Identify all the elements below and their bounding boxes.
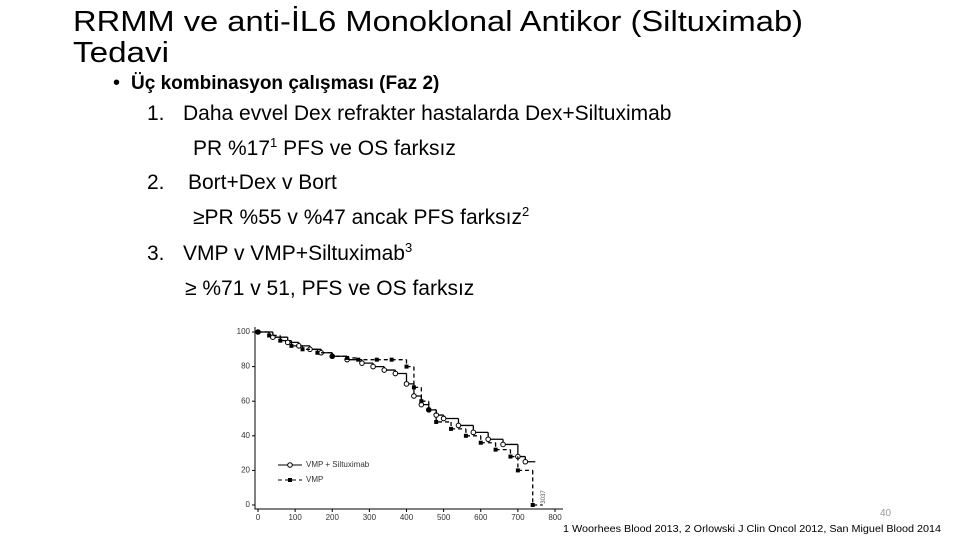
marker-circle xyxy=(381,367,388,373)
x-tick-label: 200 xyxy=(326,513,340,522)
slide-title: Tedavi xyxy=(73,37,169,69)
km-step xyxy=(450,421,466,430)
marker-circle xyxy=(500,441,506,448)
x-tick-label: 800 xyxy=(548,513,562,522)
x-tick-label: 400 xyxy=(400,513,414,522)
x-tick-label: 300 xyxy=(363,513,377,522)
marker-square xyxy=(434,419,439,424)
km-step xyxy=(517,456,533,472)
page-number: 40 xyxy=(880,508,892,519)
km-step xyxy=(279,335,292,342)
legend-label: VMP + Siltuximab xyxy=(306,460,370,469)
item-text: ≥ %71 v 51, PFS ve OS farksız xyxy=(185,277,474,300)
km-step xyxy=(290,340,303,347)
marker-square xyxy=(404,364,409,369)
marker-circle xyxy=(522,458,529,465)
km-step xyxy=(509,449,518,458)
item-number: 2. xyxy=(147,171,165,194)
y-tick-label: 80 xyxy=(241,362,250,371)
marker-square xyxy=(356,357,361,362)
item-text: PFS ve OS farksız xyxy=(277,137,456,160)
y-tick-label: 40 xyxy=(241,431,250,440)
marker-square xyxy=(426,407,431,412)
y-tick-label: 100 xyxy=(237,327,251,336)
marker-square xyxy=(478,440,483,445)
item-text: ≥PR %55 v %47 ancak PFS farksız xyxy=(193,206,522,229)
legend-marker xyxy=(287,462,293,468)
marker-square xyxy=(289,343,294,348)
superscript: 1 xyxy=(270,135,277,150)
x-tick-label: 700 xyxy=(511,513,525,522)
legend-label: VMP xyxy=(306,475,323,484)
bullet-text: Üç kombinasyon çalışması (Faz 2) xyxy=(131,73,439,94)
legend-marker xyxy=(288,478,292,482)
marker-circle xyxy=(440,415,447,422)
marker-square xyxy=(508,454,513,459)
marker-square xyxy=(449,426,454,431)
item-line: ≥ %71 v 51, PFS ve OS farksız xyxy=(185,277,474,300)
km-step xyxy=(480,435,496,444)
marker-square xyxy=(315,350,320,355)
marker-square xyxy=(463,433,468,438)
slide-title: RRMM ve anti-İL6 Monoklonal Antikor (Sil… xyxy=(73,5,803,38)
marker-square xyxy=(389,357,394,362)
y-tick-label: 20 xyxy=(241,466,250,475)
marker-square xyxy=(530,503,535,507)
item-number: 3. xyxy=(147,242,165,265)
item-line: VMP v VMP+Siltuximab3 xyxy=(183,240,412,265)
marker-square xyxy=(345,355,350,360)
marker-square xyxy=(515,468,520,473)
figure-id: 3037 xyxy=(541,490,547,504)
marker-circle xyxy=(455,422,462,429)
marker-square xyxy=(300,347,305,352)
superscript: 2 xyxy=(522,204,529,219)
marker-circle xyxy=(370,363,376,370)
km-step xyxy=(435,409,452,423)
item-line: PR %171 PFS ve OS farksız xyxy=(193,135,456,160)
x-tick-label: 0 xyxy=(256,513,261,522)
x-tick-label: 100 xyxy=(288,513,302,522)
marker-circle xyxy=(470,429,477,436)
marker-circle xyxy=(411,393,417,399)
item-text: PR %17 xyxy=(193,137,270,160)
marker-square xyxy=(256,330,260,334)
marker-circle xyxy=(284,339,291,346)
marker-circle xyxy=(403,381,410,387)
marker-square xyxy=(278,338,283,343)
bullet-dot: • xyxy=(113,72,120,94)
x-tick-label: 500 xyxy=(437,513,451,522)
superscript: 3 xyxy=(405,240,412,255)
item-line: Daha evvel Dex refrakter hastalarda Dex+… xyxy=(183,102,671,125)
x-tick-label: 600 xyxy=(474,513,488,522)
km-step xyxy=(405,359,414,368)
km-step xyxy=(420,387,429,402)
marker-square xyxy=(411,385,416,390)
marker-circle xyxy=(392,370,399,377)
item-line: ≥PR %55 v %47 ancak PFS farksız2 xyxy=(193,204,529,229)
item-text: Bort+Dex v Bort xyxy=(188,171,337,194)
item-number: 1. xyxy=(147,102,165,125)
km-step xyxy=(465,428,481,437)
marker-square xyxy=(493,447,498,452)
marker-square xyxy=(330,354,335,359)
axis-frame xyxy=(254,327,563,510)
marker-square xyxy=(374,357,379,362)
footnote: 1 Woorhees Blood 2013, 2 Orlowski J Clin… xyxy=(563,524,941,535)
marker-circle xyxy=(485,436,491,443)
marker-square xyxy=(267,333,272,338)
marker-square xyxy=(419,399,424,404)
km-step xyxy=(494,442,511,451)
marker-circle xyxy=(359,360,365,366)
km-step xyxy=(413,366,422,389)
y-tick-label: 60 xyxy=(241,396,250,405)
item-line: Bort+Dex v Bort xyxy=(188,171,337,194)
item-text: VMP v VMP+Siltuximab xyxy=(183,242,405,265)
y-tick-label: 0 xyxy=(246,500,251,509)
item-text: Daha evvel Dex refrakter hastalarda Dex+… xyxy=(183,102,671,125)
